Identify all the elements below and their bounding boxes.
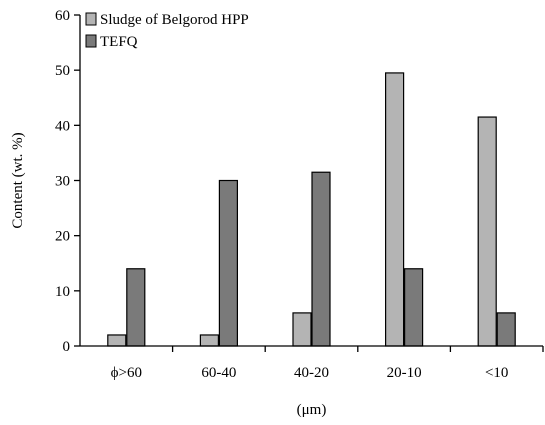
bar-sludge-4 bbox=[477, 116, 497, 347]
bar-tefq-2 bbox=[311, 171, 331, 347]
x-tick-label: 40-20 bbox=[294, 365, 329, 381]
y-tick-label: 0 bbox=[63, 339, 71, 355]
y-tick-label: 60 bbox=[55, 8, 70, 24]
y-tick-label: 30 bbox=[55, 174, 70, 190]
bar-sludge-3 bbox=[385, 72, 405, 347]
legend: Sludge of Belgorod HPP TEFQ bbox=[85, 12, 249, 50]
x-tick-label: <10 bbox=[485, 365, 508, 381]
x-axis-title: (μm) bbox=[297, 402, 327, 418]
bar-tefq-3 bbox=[404, 268, 424, 347]
y-tick-label: 50 bbox=[55, 63, 70, 79]
legend-swatch bbox=[85, 34, 97, 48]
x-tick-label: 20-10 bbox=[387, 365, 422, 381]
bar-sludge-2 bbox=[292, 312, 312, 347]
axes-layer: 0 10 20 30 40 50 60 ϕ>60 60-40 40-20 20-10 <10 bbox=[55, 8, 544, 381]
bar-tefq-0 bbox=[126, 268, 146, 347]
y-axis-title: Content (wt. %) bbox=[10, 132, 26, 228]
bars-layer bbox=[107, 72, 516, 347]
legend-swatch bbox=[85, 12, 97, 26]
y-tick-label: 40 bbox=[55, 118, 70, 134]
legend-label: TEFQ bbox=[100, 34, 138, 50]
bar-sludge-0 bbox=[107, 334, 127, 347]
y-tick-label: 10 bbox=[55, 284, 70, 300]
bar-tefq-1 bbox=[218, 179, 238, 347]
bar-sludge-1 bbox=[199, 334, 219, 347]
x-tick-label: 60-40 bbox=[201, 365, 236, 381]
y-tick-label: 20 bbox=[55, 229, 70, 245]
x-tick-label: ϕ>60 bbox=[111, 365, 142, 381]
bar-tefq-4 bbox=[496, 312, 516, 347]
legend-label: Sludge of Belgorod HPP bbox=[100, 12, 249, 28]
